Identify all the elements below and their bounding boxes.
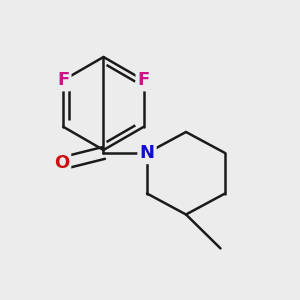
Text: F: F bbox=[57, 71, 69, 89]
Text: F: F bbox=[138, 71, 150, 89]
Text: O: O bbox=[54, 154, 69, 172]
Text: N: N bbox=[140, 144, 154, 162]
